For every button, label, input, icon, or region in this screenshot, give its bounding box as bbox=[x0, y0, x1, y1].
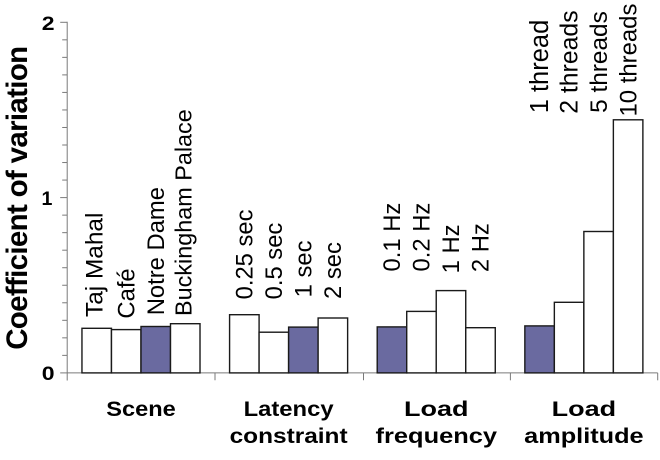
svg-text:10 threads: 10 threads bbox=[615, 4, 642, 117]
svg-text:5 threads: 5 threads bbox=[586, 11, 613, 113]
svg-text:constraint: constraint bbox=[230, 425, 348, 448]
svg-text:Load: Load bbox=[404, 398, 469, 421]
svg-text:2 threads: 2 threads bbox=[556, 10, 583, 113]
svg-text:Café: Café bbox=[113, 268, 140, 318]
svg-text:0.2 Hz: 0.2 Hz bbox=[409, 203, 436, 272]
svg-text:Scene: Scene bbox=[106, 398, 176, 421]
svg-text:1: 1 bbox=[41, 188, 52, 210]
svg-text:Latency: Latency bbox=[244, 398, 334, 421]
svg-text:2 sec: 2 sec bbox=[320, 242, 347, 299]
svg-text:0.5 sec: 0.5 sec bbox=[261, 223, 288, 300]
svg-text:Notre Dame: Notre Dame bbox=[143, 187, 170, 315]
svg-text:Taj Mahal: Taj Mahal bbox=[82, 213, 109, 317]
svg-text:Coefficient of variation: Coefficient of variation bbox=[1, 46, 34, 350]
svg-text:frequency: frequency bbox=[376, 425, 498, 448]
svg-text:Buckingham Palace: Buckingham Palace bbox=[170, 109, 196, 316]
svg-text:Load: Load bbox=[552, 398, 617, 421]
svg-text:2: 2 bbox=[42, 13, 55, 35]
svg-text:amplitude: amplitude bbox=[524, 425, 644, 448]
svg-text:0.1 Hz: 0.1 Hz bbox=[379, 203, 406, 272]
svg-text:2 Hz: 2 Hz bbox=[468, 223, 495, 272]
svg-text:1 sec: 1 sec bbox=[291, 240, 318, 297]
svg-text:1 thread: 1 thread bbox=[526, 20, 554, 114]
svg-text:0.25 sec: 0.25 sec bbox=[232, 209, 259, 299]
svg-text:0: 0 bbox=[42, 363, 55, 385]
svg-text:1 Hz: 1 Hz bbox=[438, 224, 465, 273]
